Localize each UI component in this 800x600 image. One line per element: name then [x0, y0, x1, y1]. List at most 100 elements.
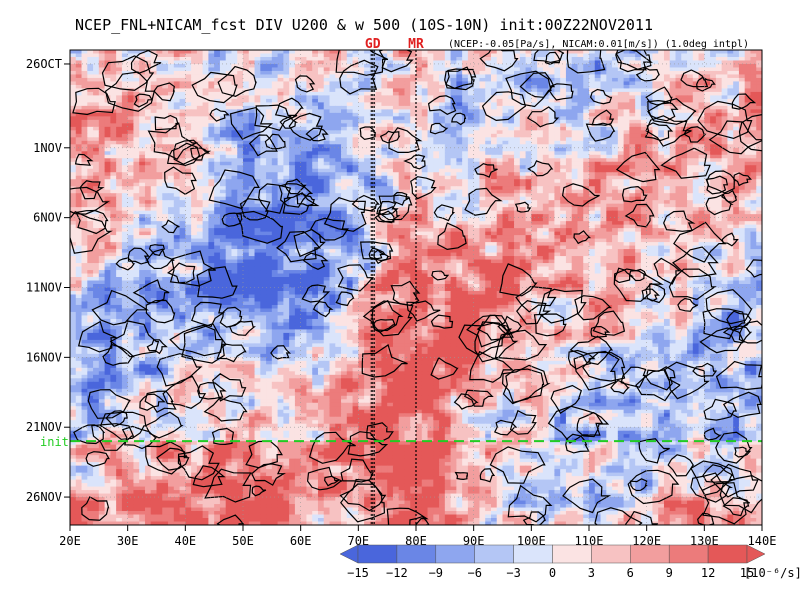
- field-cell: [548, 112, 555, 117]
- field-cell: [335, 144, 342, 149]
- field-cell: [98, 175, 106, 180]
- field-cell: [675, 126, 682, 131]
- field-cell: [681, 154, 688, 159]
- field-cell: [110, 88, 117, 93]
- field-cell: [121, 189, 129, 194]
- field-cell: [341, 161, 348, 166]
- field-cell: [404, 98, 411, 103]
- field-cell: [248, 102, 256, 107]
- field-cell: [191, 98, 198, 103]
- field-cell: [675, 105, 682, 110]
- field-cell: [271, 53, 279, 58]
- field-cell: [219, 88, 227, 93]
- field-cell: [93, 81, 100, 86]
- field-cell: [335, 147, 342, 152]
- field-cell: [681, 98, 688, 103]
- field-cell: [554, 119, 561, 124]
- field-cell: [162, 133, 169, 138]
- field-cell: [133, 144, 140, 149]
- field-cell: [692, 60, 700, 65]
- field-cell: [358, 70, 365, 76]
- field-cell: [237, 140, 244, 145]
- field-cell: [283, 84, 290, 90]
- field-cell: [692, 123, 700, 128]
- field-cell: [589, 147, 596, 152]
- field-cell: [525, 77, 532, 83]
- field-cell: [738, 56, 746, 62]
- field-cell: [606, 151, 613, 156]
- field-cell: [266, 186, 273, 191]
- field-cell: [329, 189, 336, 194]
- field-cell: [698, 158, 705, 163]
- field-cell: [398, 182, 406, 187]
- field-cell: [300, 102, 308, 107]
- field-cell: [254, 95, 261, 100]
- field-cell: [144, 109, 152, 114]
- field-cell: [537, 88, 544, 93]
- field-cell: [352, 175, 359, 180]
- field-cell: [266, 179, 273, 184]
- field-cell: [300, 56, 308, 62]
- field-cell: [81, 105, 88, 110]
- field-cell: [537, 91, 544, 96]
- field-cell: [669, 56, 677, 62]
- field-cell: [127, 140, 135, 145]
- field-cell: [450, 116, 457, 121]
- field-cell: [531, 102, 538, 107]
- field-cell: [168, 105, 175, 110]
- field-cell: [410, 63, 417, 69]
- field-cell: [565, 81, 573, 86]
- field-cell: [721, 154, 728, 159]
- field-cell: [733, 53, 740, 58]
- field-cell: [427, 158, 434, 163]
- field-cell: [110, 77, 117, 83]
- field-cell: [266, 102, 273, 107]
- field-cell: [110, 56, 117, 62]
- field-cell: [323, 147, 331, 152]
- field-cell: [381, 91, 388, 96]
- field-cell: [594, 137, 602, 142]
- field-cell: [81, 186, 88, 191]
- field-cell: [663, 179, 671, 184]
- field-cell: [490, 88, 498, 93]
- field-cell: [219, 74, 227, 79]
- field-cell: [583, 154, 590, 159]
- field-cell: [387, 91, 394, 96]
- field-cell: [629, 119, 636, 124]
- field-cell: [358, 88, 365, 93]
- field-cell: [646, 147, 654, 152]
- field-cell: [150, 165, 158, 170]
- field-cell: [514, 84, 521, 90]
- field-cell: [479, 109, 486, 114]
- field-cell: [606, 168, 613, 173]
- field-cell: [133, 67, 140, 72]
- field-cell: [364, 140, 371, 145]
- field-cell: [462, 105, 469, 110]
- field-cell: [675, 67, 682, 72]
- field-cell: [179, 81, 186, 86]
- field-cell: [110, 147, 117, 152]
- field-cell: [392, 50, 400, 55]
- field-cell: [289, 77, 296, 83]
- field-cell: [364, 56, 371, 62]
- field-cell: [116, 56, 123, 62]
- field-cell: [594, 50, 602, 55]
- field-cell: [392, 56, 400, 62]
- field-cell: [398, 105, 406, 110]
- field-cell: [537, 140, 544, 145]
- field-cell: [98, 172, 106, 177]
- field-cell: [202, 84, 209, 90]
- field-cell: [738, 179, 746, 184]
- field-cell: [560, 77, 567, 83]
- field-cell: [589, 126, 596, 131]
- field-cell: [202, 168, 209, 173]
- field-cell: [387, 123, 394, 128]
- field-cell: [444, 102, 452, 107]
- field-cell: [629, 165, 636, 170]
- field-cell: [225, 144, 233, 149]
- field-cell: [525, 144, 532, 149]
- field-cell: [571, 70, 579, 76]
- field-cell: [502, 154, 509, 159]
- field-cell: [392, 63, 400, 69]
- field-cell: [704, 144, 711, 149]
